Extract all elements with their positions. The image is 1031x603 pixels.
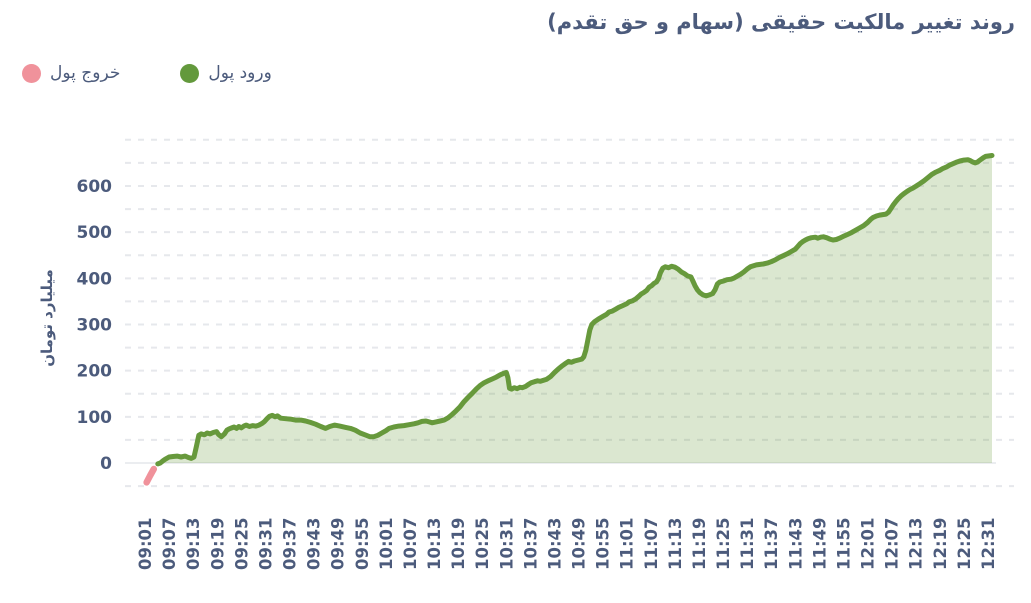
x-tick-label: 09:43 (305, 517, 324, 570)
x-tick-label: 10:37 (521, 517, 540, 570)
x-tick-label: 11:43 (786, 517, 805, 570)
y-tick-label: 500 (77, 223, 113, 243)
x-tick-label: 11:49 (810, 517, 829, 570)
x-tick-label: 09:07 (160, 517, 179, 570)
x-tick-label: 09:25 (232, 517, 251, 570)
x-tick-label: 11:55 (835, 517, 854, 570)
legend-item-inflow[interactable]: ورود پول (180, 63, 272, 83)
x-tick-label: 11:19 (690, 517, 709, 570)
x-tick-label: 12:25 (955, 517, 974, 570)
x-tick-label: 09:49 (329, 517, 348, 570)
inflow-legend-dot-icon (180, 63, 200, 83)
y-tick-label: 300 (77, 315, 113, 335)
x-tick-label: 12:31 (979, 517, 998, 570)
outflow-legend-dot-icon (22, 63, 41, 83)
x-tick-label: 09:19 (208, 517, 227, 570)
x-tick-label: 10:31 (497, 517, 516, 570)
x-tick-label: 10:49 (570, 517, 589, 570)
x-tick-label: 09:01 (136, 517, 155, 570)
legend-item-outflow[interactable]: خروج پول (22, 63, 120, 83)
y-tick-label: 400 (77, 269, 113, 289)
x-tick-label: 09:55 (353, 517, 372, 570)
inflow-line (155, 153, 995, 467)
x-tick-label: 12:19 (931, 517, 950, 570)
x-tick-label: 12:13 (907, 517, 926, 570)
y-tick-label: 200 (77, 362, 113, 382)
x-tick-label: 10:55 (594, 517, 613, 570)
y-tick-label: 600 (77, 177, 113, 197)
x-tick-label: 11:13 (666, 517, 685, 570)
chart-legend: خروج پول ورود پول (22, 63, 272, 83)
x-tick-label: 09:37 (281, 517, 300, 570)
x-tick-label: 12:07 (883, 517, 902, 570)
x-tick-label: 11:01 (618, 517, 637, 570)
x-tick-label: 09:31 (256, 517, 275, 570)
x-tick-label: 11:07 (642, 517, 661, 570)
x-tick-label: 10:07 (401, 517, 420, 570)
x-tick-label: 10:19 (449, 517, 468, 570)
outflow-line (143, 465, 158, 486)
x-tick-label: 11:25 (714, 517, 733, 570)
x-tick-label: 09:13 (184, 517, 203, 570)
outflow-legend-label: خروج پول (50, 63, 121, 83)
x-tick-label: 10:25 (473, 517, 492, 570)
y-tick-label: 0 (100, 454, 112, 474)
x-tick-label: 10:43 (546, 517, 565, 570)
inflow-legend-label: ورود پول (208, 63, 272, 83)
inflow-area (157, 155, 993, 464)
x-tick-label: 12:01 (859, 517, 878, 570)
x-tick-label: 10:13 (425, 517, 444, 570)
x-tick-label: 11:37 (762, 517, 781, 570)
y-tick-label: 100 (77, 408, 113, 428)
x-tick-label: 11:31 (738, 517, 757, 570)
x-tick-label: 10:01 (377, 517, 396, 570)
chart-title: روند تغییر مالکیت حقیقی (سهام و حق تقدم) (547, 10, 1015, 34)
